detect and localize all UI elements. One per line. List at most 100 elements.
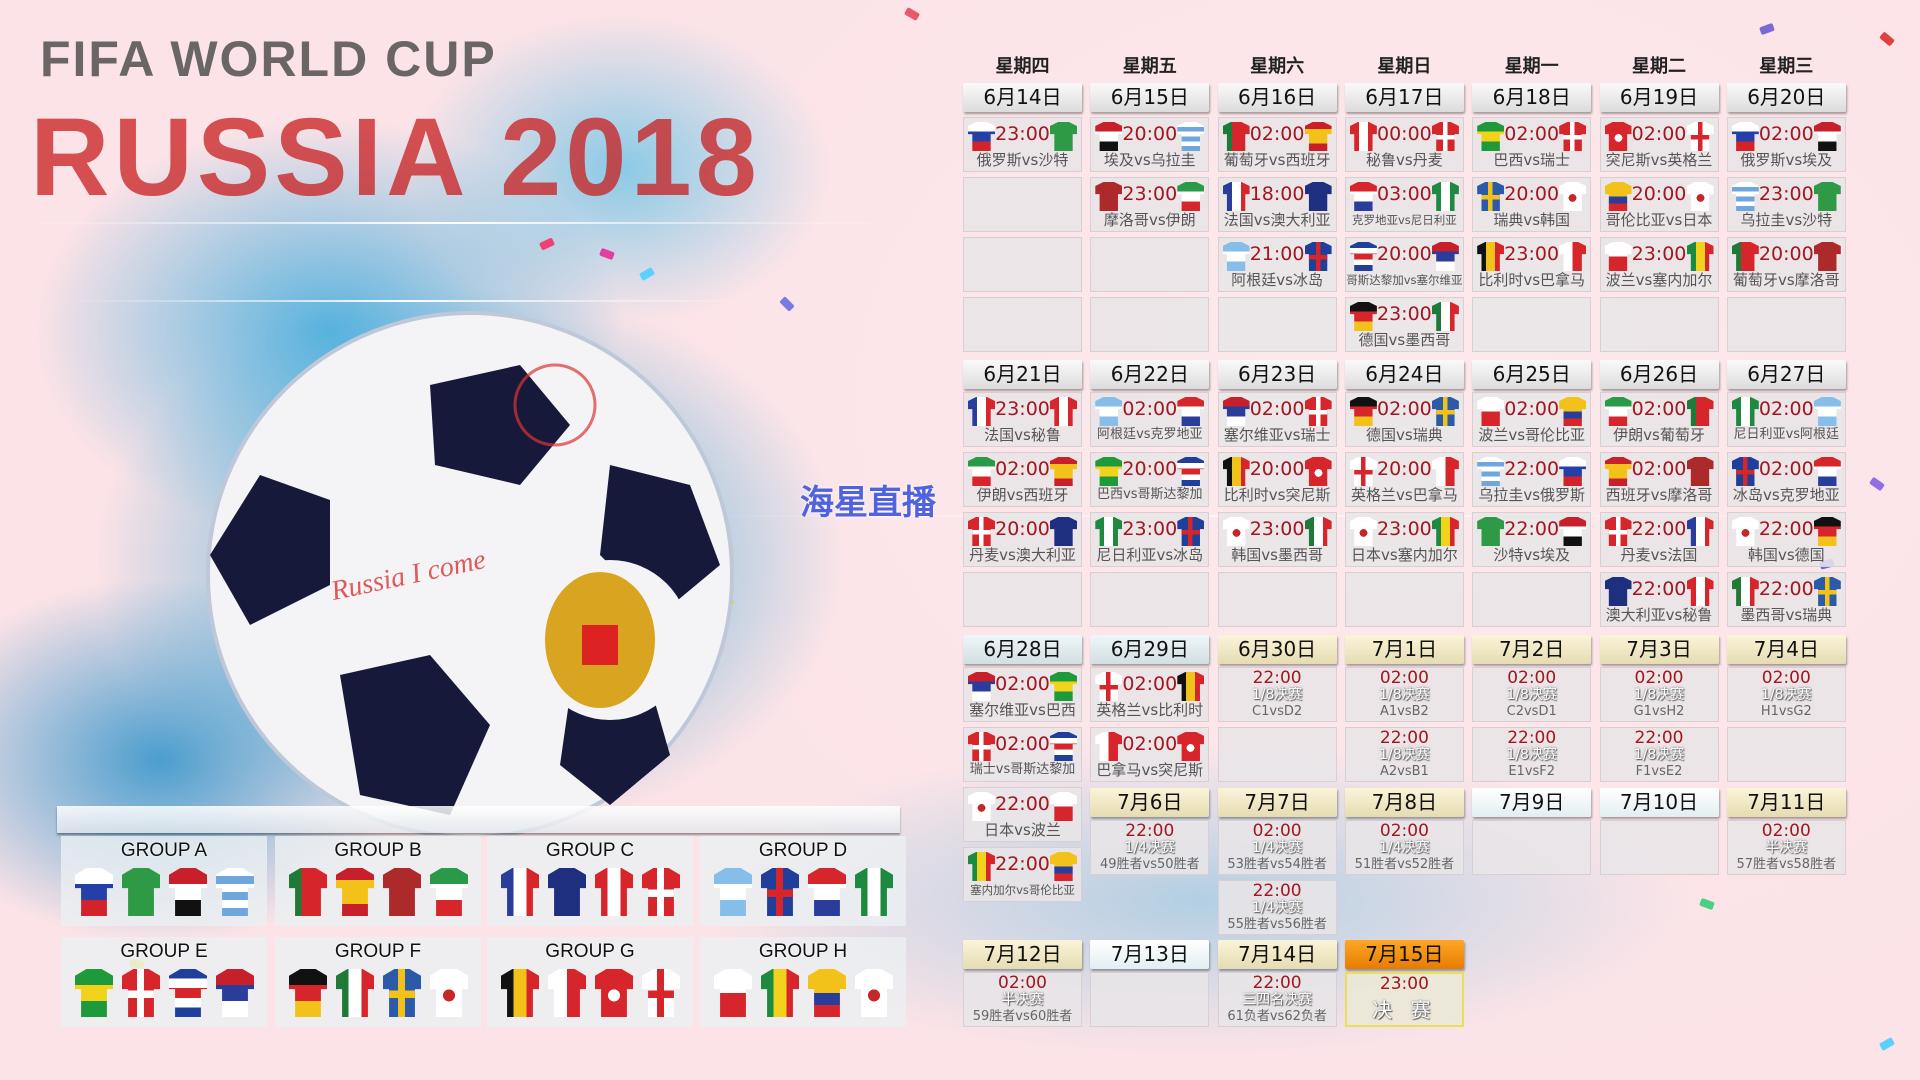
home-team: 阿根廷: [1231, 271, 1277, 289]
match-cell[interactable]: 02:00 尼日利亚vs阿根廷: [1726, 392, 1846, 447]
match-cell[interactable]: 02:00 半决赛 59胜者vs60胜者: [963, 972, 1082, 1027]
match-cell[interactable]: 23:00 尼日利亚vs冰岛: [1090, 512, 1210, 567]
vs-text: vs: [1785, 606, 1803, 624]
match-cell[interactable]: 22:00 1/8决赛 C1vsD2: [1217, 667, 1337, 722]
match-time: 02:00: [1249, 123, 1305, 145]
group-name: GROUP F: [334, 941, 422, 962]
match-cell[interactable]: 02:00 1/8决赛 C2vsD1: [1472, 667, 1592, 722]
match-cell[interactable]: 21:00 阿根廷vs冰岛: [1217, 237, 1337, 292]
match-cell[interactable]: 22:00 乌拉圭vs俄罗斯: [1472, 452, 1592, 507]
match-cell[interactable]: 22:00 日本vs波兰: [963, 787, 1082, 842]
jersey-icon: [1813, 397, 1841, 426]
vs-text: vs: [1006, 486, 1024, 504]
match-stage: 1/8决赛: [1379, 687, 1430, 703]
match-time: 23:00: [995, 123, 1050, 145]
away-team: 瑞典: [1802, 606, 1833, 624]
jersey-icon: [1349, 182, 1377, 211]
away-team: 冰岛: [1173, 546, 1204, 564]
match-cell[interactable]: 20:00 葡萄牙vs摩洛哥: [1726, 237, 1846, 292]
match-cell[interactable]: 20:00 巴西vs哥斯达黎加: [1090, 452, 1210, 507]
match-cell[interactable]: 20:00 瑞典vs韩国: [1472, 177, 1592, 232]
match-cell[interactable]: 02:00 塞尔维亚vs瑞士: [1217, 392, 1337, 447]
match-teams: 日本vs塞内加尔: [1346, 546, 1463, 564]
home-team: 克罗地亚: [1351, 213, 1398, 227]
match-cell[interactable]: 23:00 日本vs塞内加尔: [1344, 512, 1464, 567]
match-cell[interactable]: 02:00 1/8决赛 G1vsH2: [1599, 667, 1719, 722]
match-cell[interactable]: 22:00 塞内加尔vs哥伦比亚: [963, 847, 1082, 902]
match-cell[interactable]: 20:00 比利时vs突尼斯: [1217, 452, 1337, 507]
match-cell[interactable]: 22:00 1/4决赛 55胜者vs56胜者: [1217, 880, 1337, 935]
match-cell[interactable]: 02:00 1/4决赛 51胜者vs52胜者: [1344, 820, 1464, 875]
match-cell[interactable]: 02:00 葡萄牙vs西班牙: [1217, 117, 1337, 172]
match-cell[interactable]: 23:00 俄罗斯vs沙特: [963, 117, 1082, 172]
match-cell[interactable]: 02:00 巴西vs瑞士: [1472, 117, 1592, 172]
weekday-label: 星期二: [1632, 56, 1686, 77]
match-cell[interactable]: 20:00 哥伦比亚vs日本: [1599, 177, 1719, 232]
match-cell[interactable]: 02:00 塞尔维亚vs巴西: [963, 667, 1082, 722]
match-cell[interactable]: 02:00 1/4决赛 53胜者vs54胜者: [1217, 820, 1337, 875]
match-cell[interactable]: 23:00 法国vs秘鲁: [963, 392, 1082, 447]
match-cell[interactable]: 22:00 1/8决赛 E1vsF2: [1472, 727, 1592, 782]
match-pairing: 61负者vs62负者: [1227, 1009, 1327, 1024]
match-cell[interactable]: 02:00 阿根廷vs克罗地亚: [1090, 392, 1210, 447]
match-cell[interactable]: 02:00 冰岛vs克罗地亚: [1726, 452, 1846, 507]
match-cell[interactable]: 02:00 1/8决赛 H1vsG2: [1726, 667, 1846, 722]
match-cell[interactable]: 20:00 哥斯达黎加vs塞尔维亚: [1344, 237, 1464, 292]
vs-text: vs: [1283, 426, 1301, 444]
match-cell[interactable]: 22:00 沙特vs埃及: [1472, 512, 1592, 567]
match-cell[interactable]: 02:00 西班牙vs摩洛哥: [1599, 452, 1719, 507]
group-name: GROUP G: [545, 941, 635, 962]
match-cell[interactable]: 22:00 澳大利亚vs秘鲁: [1599, 572, 1719, 627]
match-cell[interactable]: 02:00 德国vs瑞典: [1344, 392, 1464, 447]
soccer-ball-illustration: [206, 311, 734, 835]
match-cell[interactable]: 02:00 伊朗vs西班牙: [963, 452, 1082, 507]
match-cell[interactable]: 02:00 波兰vs哥伦比亚: [1472, 392, 1592, 447]
match-cell[interactable]: 23:00 波兰vs塞内加尔: [1599, 237, 1719, 292]
match-cell[interactable]: 02:00 俄罗斯vs埃及: [1726, 117, 1846, 172]
jersey-icon: [1686, 577, 1714, 606]
team-jersey-icon: [595, 969, 633, 1017]
match-cell[interactable]: 23:00 德国vs墨西哥: [1344, 297, 1464, 352]
match-cell[interactable]: 23:00 乌拉圭vs沙特: [1726, 177, 1846, 232]
match-cell[interactable]: 20:00 丹麦vs澳大利亚: [963, 512, 1082, 567]
team-jersey-icon: [855, 868, 893, 916]
match-teams: 乌拉圭vs俄罗斯: [1473, 486, 1590, 504]
match-pairing: C2vsD1: [1506, 704, 1557, 719]
match-cell[interactable]: 00:00 秘鲁vs丹麦: [1344, 117, 1464, 172]
weekday-label: 星期一: [1504, 56, 1559, 77]
match-cell[interactable]: 02:00 伊朗vs葡萄牙: [1599, 392, 1719, 447]
match-cell[interactable]: 02:00 突尼斯vs英格兰: [1599, 117, 1719, 172]
jersey-icon: [1177, 457, 1205, 486]
date-header: 7月2日: [1472, 635, 1592, 664]
match-cell[interactable]: 22:00 1/4决赛 49胜者vs50胜者: [1090, 820, 1210, 875]
date-header: 7月4日: [1726, 635, 1846, 664]
match-cell[interactable]: 22:00 丹麦vs法国: [1599, 512, 1719, 567]
match-cell[interactable]: 02:00 瑞士vs哥斯达黎加: [963, 727, 1082, 782]
match-cell[interactable]: 22:00 三四名决赛 61负者vs62负者: [1217, 972, 1337, 1027]
match-cell[interactable]: 02:00 英格兰vs比利时: [1090, 667, 1210, 722]
away-team: 瑞士: [1540, 151, 1571, 169]
match-cell[interactable]: 03:00 克罗地亚vs尼日利亚: [1344, 177, 1464, 232]
match-cell[interactable]: 22:00 1/8决赛 A2vsB1: [1344, 727, 1464, 782]
jersey-icon: [1349, 517, 1377, 546]
match-cell[interactable]: 20:00 英格兰vs巴拿马: [1344, 452, 1464, 507]
empty-cell: [1726, 727, 1846, 782]
vs-text: vs: [1253, 211, 1271, 229]
match-cell[interactable]: 22:00 墨西哥vs瑞典: [1726, 572, 1846, 627]
match-cell[interactable]: 02:00 1/8决赛 A1vsB2: [1344, 667, 1464, 722]
match-cell[interactable]: 22:00 韩国vs德国: [1726, 512, 1846, 567]
match-cell[interactable]: 02:00 巴拿马vs突尼斯: [1090, 727, 1210, 782]
match-cell[interactable]: 20:00 埃及vs乌拉圭: [1090, 117, 1210, 172]
match-cell[interactable]: 23:00 韩国vs墨西哥: [1217, 512, 1337, 567]
match-time: 00:00: [1377, 123, 1432, 145]
vs-text: vs: [1785, 211, 1803, 229]
match-cell[interactable]: 18:00 法国vs澳大利亚: [1217, 177, 1337, 232]
empty-cell: [1472, 297, 1592, 352]
match-cell[interactable]: 23:00 比利时vs巴拿马: [1472, 237, 1592, 292]
match-cell[interactable]: 02:00 半决赛 57胜者vs58胜者: [1726, 820, 1846, 875]
match-cell[interactable]: 22:00 1/8决赛 F1vsE2: [1599, 727, 1719, 782]
date-header: 6月17日: [1344, 83, 1464, 112]
match-cell[interactable]: 23:00 决 赛: [1344, 972, 1464, 1027]
match-cell[interactable]: 23:00 摩洛哥vs伊朗: [1090, 177, 1210, 232]
team-jersey-icon: [595, 868, 633, 916]
